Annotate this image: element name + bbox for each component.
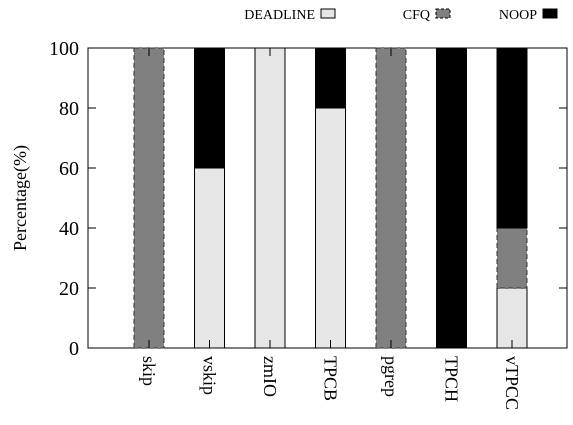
bars-group	[133, 47, 528, 349]
y-tick-label: 100	[49, 38, 79, 60]
y-tick-label: 80	[59, 98, 79, 120]
bar-deadline-tpcb	[315, 107, 346, 349]
y-tick-label: 0	[69, 338, 79, 360]
legend-label-cfq: CFQ	[403, 8, 430, 23]
bar-cfq-vtpcc	[496, 227, 528, 289]
legend-swatch-noop	[542, 8, 558, 19]
bar-deadline-zmio	[254, 47, 286, 349]
x-tick-label: zmIO	[260, 356, 280, 397]
bar-deadline-vskip	[194, 167, 225, 349]
x-tick-label: vskip	[200, 356, 220, 395]
bar-deadline-vtpcc	[496, 287, 528, 349]
x-tick-label: vTPCC	[502, 356, 522, 410]
legend: DEADLINE CFQ NOOP	[244, 8, 558, 23]
x-axis: skip vskip zmIO TPCB pgrep TPCH vTPCC	[139, 48, 522, 410]
legend-swatch-cfq	[435, 8, 451, 19]
legend-swatch-deadline	[320, 8, 336, 19]
bar-cfq-skip	[133, 47, 165, 349]
x-tick-label: pgrep	[381, 356, 401, 397]
legend-label-deadline: DEADLINE	[244, 8, 315, 23]
x-tick-label: skip	[139, 356, 159, 386]
y-tick-label: 60	[59, 158, 79, 180]
y-axis: 0 20 40 60 80 100	[49, 38, 567, 360]
legend-label-noop: NOOP	[499, 8, 537, 23]
bar-cfq-pgrep	[375, 47, 407, 349]
y-tick-label: 20	[59, 278, 79, 300]
x-tick-label: TPCB	[321, 356, 341, 401]
bar-noop-vtpcc	[496, 47, 528, 229]
bar-noop-tpcb	[315, 47, 346, 109]
y-axis-label: Percentage(%)	[10, 145, 31, 251]
y-tick-label: 40	[59, 218, 79, 240]
x-tick-label: TPCH	[442, 356, 462, 402]
bar-noop-tpch	[436, 47, 467, 349]
bar-noop-vskip	[194, 47, 225, 169]
